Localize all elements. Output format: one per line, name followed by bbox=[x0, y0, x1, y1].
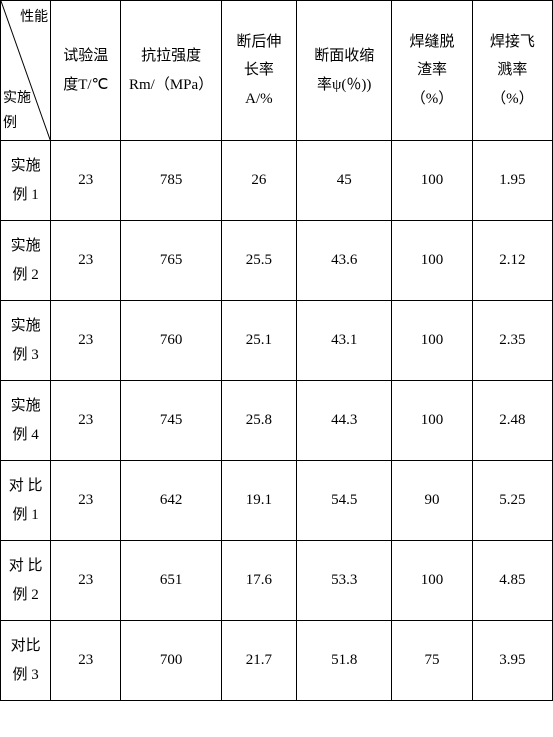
cell-psi: 44.3 bbox=[297, 381, 392, 461]
row-label: 实施例 4 bbox=[1, 381, 51, 461]
cell-elong: 25.5 bbox=[221, 221, 296, 301]
table-row: 对比例 3 23 700 21.7 51.8 75 3.95 bbox=[1, 621, 553, 701]
cell-spatter: 5.25 bbox=[472, 461, 552, 541]
cell-temp: 23 bbox=[51, 141, 121, 221]
table-row: 实施例 1 23 785 26 45 100 1.95 bbox=[1, 141, 553, 221]
cell-psi: 53.3 bbox=[297, 541, 392, 621]
cell-elong: 26 bbox=[221, 141, 296, 221]
row-label: 实施例 3 bbox=[1, 301, 51, 381]
cell-temp: 23 bbox=[51, 541, 121, 621]
cell-slag: 75 bbox=[392, 621, 472, 701]
cell-temp: 23 bbox=[51, 381, 121, 461]
row-label: 对 比例 2 bbox=[1, 541, 51, 621]
row-label: 对 比例 1 bbox=[1, 461, 51, 541]
cell-rm: 642 bbox=[121, 461, 221, 541]
cell-spatter: 3.95 bbox=[472, 621, 552, 701]
col-header-slag: 焊缝脱渣率（%） bbox=[392, 1, 472, 141]
cell-psi: 43.6 bbox=[297, 221, 392, 301]
cell-temp: 23 bbox=[51, 301, 121, 381]
cell-rm: 785 bbox=[121, 141, 221, 221]
col-header-temp: 试验温度T/℃ bbox=[51, 1, 121, 141]
cell-psi: 45 bbox=[297, 141, 392, 221]
cell-psi: 43.1 bbox=[297, 301, 392, 381]
cell-temp: 23 bbox=[51, 221, 121, 301]
row-label: 实施例 2 bbox=[1, 221, 51, 301]
table-row: 对 比例 1 23 642 19.1 54.5 90 5.25 bbox=[1, 461, 553, 541]
cell-slag: 100 bbox=[392, 381, 472, 461]
row-label: 实施例 1 bbox=[1, 141, 51, 221]
cell-slag: 100 bbox=[392, 221, 472, 301]
cell-temp: 23 bbox=[51, 621, 121, 701]
col-header-elong: 断后伸长率A/% bbox=[221, 1, 296, 141]
cell-elong: 25.8 bbox=[221, 381, 296, 461]
cell-spatter: 1.95 bbox=[472, 141, 552, 221]
cell-spatter: 4.85 bbox=[472, 541, 552, 621]
table-row: 实施例 4 23 745 25.8 44.3 100 2.48 bbox=[1, 381, 553, 461]
col-header-rm: 抗拉强度Rm/（MPa） bbox=[121, 1, 221, 141]
table-row: 对 比例 2 23 651 17.6 53.3 100 4.85 bbox=[1, 541, 553, 621]
cell-psi: 54.5 bbox=[297, 461, 392, 541]
data-table: 性能 实施例 试验温度T/℃ 抗拉强度Rm/（MPa） 断后伸长率A/% 断面收… bbox=[0, 0, 553, 701]
cell-slag: 100 bbox=[392, 301, 472, 381]
diag-top-label: 性能 bbox=[20, 5, 48, 30]
diagonal-header-cell: 性能 实施例 bbox=[1, 1, 51, 141]
cell-spatter: 2.48 bbox=[472, 381, 552, 461]
cell-elong: 21.7 bbox=[221, 621, 296, 701]
cell-spatter: 2.35 bbox=[472, 301, 552, 381]
col-header-spatter: 焊接飞溅率（%） bbox=[472, 1, 552, 141]
table-body: 实施例 1 23 785 26 45 100 1.95 实施例 2 23 765… bbox=[1, 141, 553, 701]
cell-psi: 51.8 bbox=[297, 621, 392, 701]
header-row: 性能 实施例 试验温度T/℃ 抗拉强度Rm/（MPa） 断后伸长率A/% 断面收… bbox=[1, 1, 553, 141]
cell-rm: 765 bbox=[121, 221, 221, 301]
cell-rm: 700 bbox=[121, 621, 221, 701]
cell-elong: 19.1 bbox=[221, 461, 296, 541]
cell-rm: 651 bbox=[121, 541, 221, 621]
table-row: 实施例 2 23 765 25.5 43.6 100 2.12 bbox=[1, 221, 553, 301]
cell-slag: 100 bbox=[392, 141, 472, 221]
diag-bottom-label: 实施例 bbox=[3, 86, 31, 136]
cell-rm: 760 bbox=[121, 301, 221, 381]
cell-elong: 25.1 bbox=[221, 301, 296, 381]
cell-elong: 17.6 bbox=[221, 541, 296, 621]
row-label: 对比例 3 bbox=[1, 621, 51, 701]
table-row: 实施例 3 23 760 25.1 43.1 100 2.35 bbox=[1, 301, 553, 381]
cell-slag: 100 bbox=[392, 541, 472, 621]
col-header-psi: 断面收缩率ψ(％)) bbox=[297, 1, 392, 141]
cell-rm: 745 bbox=[121, 381, 221, 461]
cell-spatter: 2.12 bbox=[472, 221, 552, 301]
cell-temp: 23 bbox=[51, 461, 121, 541]
cell-slag: 90 bbox=[392, 461, 472, 541]
